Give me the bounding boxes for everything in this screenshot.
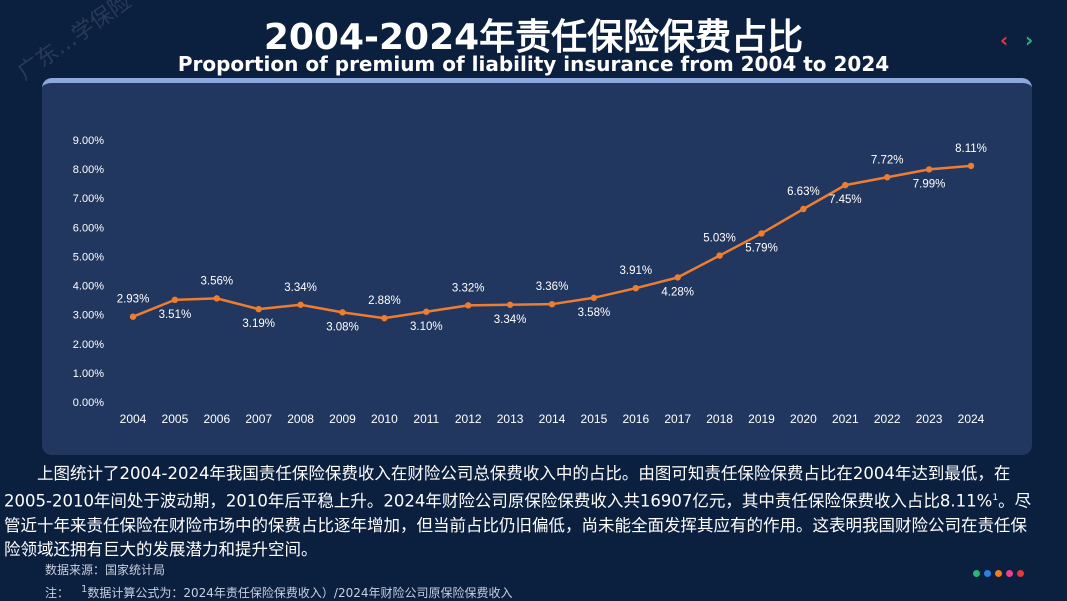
data-label: 3.10%	[410, 321, 443, 333]
x-tick-label: 2008	[287, 412, 314, 426]
page-subtitle: Proportion of premium of liability insur…	[177, 52, 890, 76]
data-label: 6.63%	[787, 186, 820, 198]
data-source: 数据来源：国家统计局	[45, 563, 166, 577]
note-label: 注：	[45, 586, 70, 600]
series-line	[132, 164, 972, 320]
page-title: 2004-2024年责任保险保费占比	[263, 17, 804, 58]
y-tick-label: 9.00%	[73, 135, 104, 147]
dot	[984, 570, 991, 577]
dot	[1006, 570, 1013, 577]
next-arrow-icon[interactable]: ›	[1025, 28, 1034, 52]
line-chart: 0.00% 1.00% 2.00% 3.00% 4.00% 5.00% 6.00% 7.00%…	[73, 135, 987, 426]
data-label: 3.91%	[619, 265, 652, 277]
data-point	[800, 205, 807, 213]
x-tick-label: 2022	[874, 412, 901, 426]
footnote-ref: 1	[992, 493, 999, 503]
x-tick-label: 2006	[203, 412, 230, 426]
prev-arrow-icon[interactable]: ‹	[1000, 28, 1009, 52]
paragraph-text-2: 。尽管近十年来责任保险在财险市场中的保费占比逐年增加，但当前占比仍旧偏低，尚未能…	[4, 491, 1032, 559]
note-sup: 1	[81, 584, 88, 595]
data-point	[255, 305, 262, 313]
data-label: 2.93%	[117, 294, 150, 306]
data-label: 3.34%	[494, 314, 527, 326]
x-tick-label: 2019	[748, 412, 775, 426]
y-tick-label: 2.00%	[73, 339, 104, 351]
data-point	[423, 308, 430, 315]
data-point	[884, 174, 891, 181]
data-point	[758, 230, 765, 237]
x-tick-label: 2004	[120, 412, 147, 426]
x-tick-label: 2013	[497, 412, 524, 426]
x-tick-label: 2009	[329, 412, 356, 426]
paragraph-text: 上图统计了2004-2024年我国责任保险保费收入在财险公司总保费收入中的占比。…	[4, 464, 1011, 511]
data-point	[171, 296, 179, 304]
data-point	[381, 314, 388, 322]
data-label: 2.88%	[368, 295, 401, 307]
x-tick-label: 2007	[245, 412, 272, 426]
data-point	[129, 313, 137, 320]
data-label: 5.79%	[745, 242, 778, 254]
data-point	[925, 166, 933, 173]
data-label: 3.58%	[578, 307, 611, 319]
x-tick-label: 2015	[581, 412, 608, 426]
data-label: 4.28%	[661, 286, 694, 298]
data-point	[590, 294, 598, 301]
y-tick-label: 6.00%	[73, 222, 104, 234]
x-tick-label: 2020	[790, 412, 817, 426]
data-label: 3.36%	[536, 281, 569, 293]
data-point	[716, 252, 723, 259]
x-tick-label: 2012	[455, 412, 482, 426]
y-tick-label: 7.00%	[73, 193, 104, 205]
data-point	[842, 181, 849, 189]
footnote: 注： 1数据计算公式为：2024年责任保险保费收入）/2024年财险公司原保险保…	[45, 584, 513, 601]
data-label: 3.19%	[242, 318, 275, 330]
x-tick-label: 2016	[622, 412, 649, 426]
y-tick-label: 0.00%	[73, 397, 104, 409]
data-point	[548, 300, 556, 308]
x-tick-label: 2017	[664, 412, 691, 426]
data-label: 5.03%	[703, 233, 736, 245]
data-label: 3.08%	[326, 321, 359, 333]
data-label: 3.51%	[159, 309, 192, 321]
data-point	[674, 274, 681, 281]
data-point	[213, 295, 220, 302]
data-label: 7.72%	[871, 154, 904, 166]
x-tick-label: 2018	[706, 412, 733, 426]
data-point	[339, 309, 346, 316]
data-point	[506, 301, 514, 308]
x-tick-label: 2011	[413, 412, 439, 426]
y-tick-label: 1.00%	[73, 368, 104, 380]
dot	[973, 570, 980, 577]
x-tick-label: 2010	[371, 412, 398, 426]
note-text: 数据计算公式为：2024年责任保险保费收入）/2024年财险公司原保险保费收入	[87, 586, 513, 600]
x-tick-label: 2005	[162, 412, 189, 426]
data-point	[465, 302, 472, 309]
chart-panel	[42, 78, 1032, 455]
y-tick-label: 5.00%	[73, 251, 104, 263]
data-point	[632, 284, 639, 292]
decorative-dots	[973, 570, 1024, 577]
data-label: 3.34%	[284, 282, 317, 294]
description-paragraph: 上图统计了2004-2024年我国责任保险保费收入在财险公司总保费收入中的占比。…	[4, 462, 1034, 562]
data-label: 7.45%	[829, 194, 862, 206]
x-tick-label: 2024	[958, 412, 985, 426]
y-tick-label: 3.00%	[73, 310, 104, 322]
data-label: 8.11%	[955, 143, 987, 155]
data-label: 3.56%	[200, 275, 233, 287]
data-point	[297, 301, 304, 308]
x-tick-label: 2023	[916, 412, 943, 426]
x-tick-label: 2014	[539, 412, 566, 426]
data-point	[967, 162, 975, 170]
dot	[1017, 570, 1024, 577]
data-label: 7.99%	[913, 178, 946, 190]
data-label: 3.32%	[452, 282, 485, 294]
y-tick-label: 8.00%	[73, 164, 104, 176]
x-tick-label: 2021	[832, 412, 859, 426]
dot	[995, 570, 1002, 577]
y-tick-label: 4.00%	[73, 281, 104, 293]
